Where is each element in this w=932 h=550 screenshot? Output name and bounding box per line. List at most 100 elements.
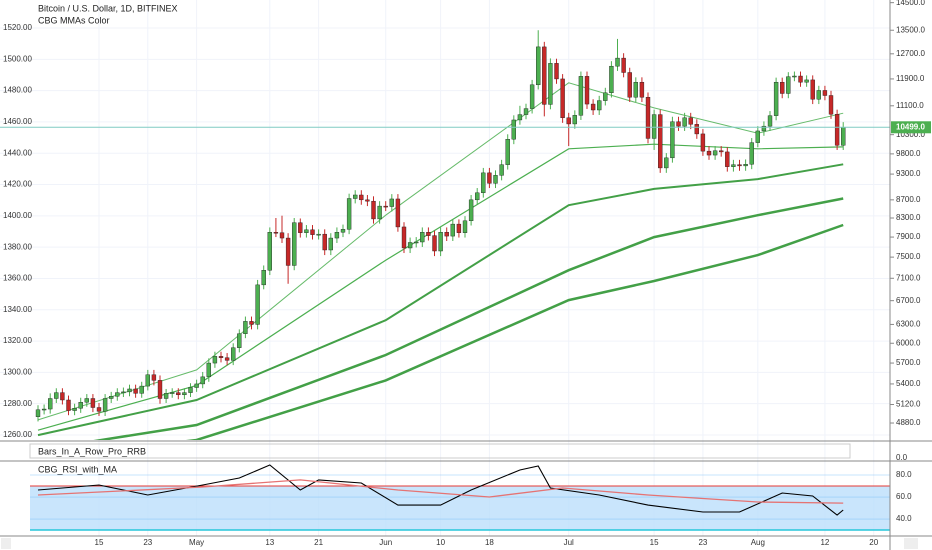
candle-body (66, 399, 71, 411)
candle-body (731, 164, 736, 167)
candle-body (206, 362, 211, 378)
candle-body (536, 46, 541, 86)
x-tick-label: 23 (143, 538, 152, 547)
candle-body (578, 76, 584, 116)
last-price-box (891, 121, 931, 134)
candle-body (810, 79, 815, 100)
candle-body (346, 198, 352, 230)
indicator-title: CBG MMAs Color (38, 15, 110, 25)
candle-body (780, 81, 785, 94)
y-tick-label: 11100.0 (896, 101, 924, 110)
y-tick-label: 13500.0 (896, 25, 925, 34)
axes: 15 23 May 13 21 Jun 10 18 Jul 15 23 Aug 12 20 14500.0 1… (3, 0, 931, 547)
candle-body (109, 396, 114, 399)
candle-body (48, 398, 53, 410)
candle-body (523, 108, 529, 115)
candle-body (407, 242, 413, 249)
candle-body (371, 200, 376, 220)
moving-average (185, 223, 844, 440)
candle-body (133, 388, 138, 394)
candle-body (432, 235, 437, 252)
candle-body (682, 117, 687, 127)
candle-body (621, 57, 626, 73)
candle-body (35, 409, 41, 417)
candle-body (176, 392, 181, 396)
y-tick-label: 80.0 (896, 470, 912, 479)
x-tick-label: 21 (314, 538, 323, 547)
candle-body (444, 232, 449, 237)
candle-body (237, 333, 242, 348)
last-price-label: 10499.0 (896, 122, 925, 131)
y2-tick-label: 1320.00 (3, 336, 32, 345)
candle-body (249, 321, 254, 325)
candle-body (316, 233, 321, 236)
candle-body (651, 114, 657, 139)
candle-body (450, 223, 455, 237)
candle-body (127, 388, 132, 393)
candle-body (786, 76, 791, 94)
candle-body (224, 357, 230, 361)
candle-body (566, 117, 571, 125)
y-tick-label: 5120.0 (896, 400, 921, 409)
rsi-line (37, 479, 844, 504)
x-tick-label: Jun (379, 538, 392, 547)
candle-body (590, 103, 596, 111)
candle-body (725, 151, 730, 167)
candle-body (816, 90, 821, 100)
y-tick-label: 5400.0 (896, 379, 921, 388)
candle-body (90, 398, 96, 408)
candle-body (243, 321, 248, 334)
y2-tick-label: 1340.00 (3, 305, 32, 314)
candle-body (828, 95, 834, 115)
x-tick-label: 20 (869, 538, 878, 547)
candle-body (834, 114, 840, 146)
y2-tick-label: 1360.00 (3, 274, 32, 283)
y-tick-label: 14500.0 (896, 0, 925, 7)
indicator-title: Bars_In_A_Row_Pro_RRB (38, 446, 146, 456)
candle-body (389, 198, 394, 207)
candle-body (353, 194, 358, 199)
y2-tick-label: 1260.00 (3, 430, 32, 439)
candle-body (267, 232, 272, 271)
candle-body (804, 79, 809, 83)
candle-body (475, 192, 480, 201)
x-tick-label: 13 (265, 538, 274, 547)
rsi-band (30, 486, 890, 531)
rsi-line (37, 464, 844, 516)
candle-body (743, 164, 748, 167)
y-tick-label: 40.0 (896, 514, 912, 523)
y-tick-label: 9300.0 (896, 169, 921, 178)
candle-body (645, 96, 651, 139)
candle-body (182, 392, 187, 396)
y-tick-label: 7500.0 (896, 252, 921, 261)
zoom-button[interactable] (1, 538, 11, 549)
candle-body (255, 284, 260, 325)
candle-body (170, 392, 175, 394)
candle-body (102, 398, 108, 412)
main-pane (0, 30, 890, 440)
candle-body (231, 347, 236, 361)
candle-body (139, 385, 144, 394)
candle-body (383, 205, 388, 208)
candle-body (664, 157, 669, 169)
y2-tick-label: 1380.00 (3, 242, 32, 251)
candle-body (298, 222, 303, 233)
y-tick-label: 5700.0 (896, 358, 921, 367)
candle-body (78, 402, 83, 409)
candle-body (767, 115, 773, 127)
y2-tick-label: 1500.00 (3, 54, 32, 63)
y-tick-label: 9800.0 (896, 149, 921, 158)
candle-body (639, 81, 645, 98)
y2-tick-label: 1280.00 (3, 399, 32, 408)
y-tick-label: 7900.0 (896, 232, 921, 241)
candle-body (633, 81, 638, 98)
rsi-pane (30, 464, 890, 531)
y-tick-label: 6700.0 (896, 296, 921, 305)
candle-body (737, 164, 742, 167)
candle-body (572, 115, 577, 125)
candle-body (194, 383, 199, 388)
candle-body (792, 75, 797, 78)
settings-button[interactable] (904, 538, 918, 549)
x-tick-label: 18 (485, 538, 494, 547)
